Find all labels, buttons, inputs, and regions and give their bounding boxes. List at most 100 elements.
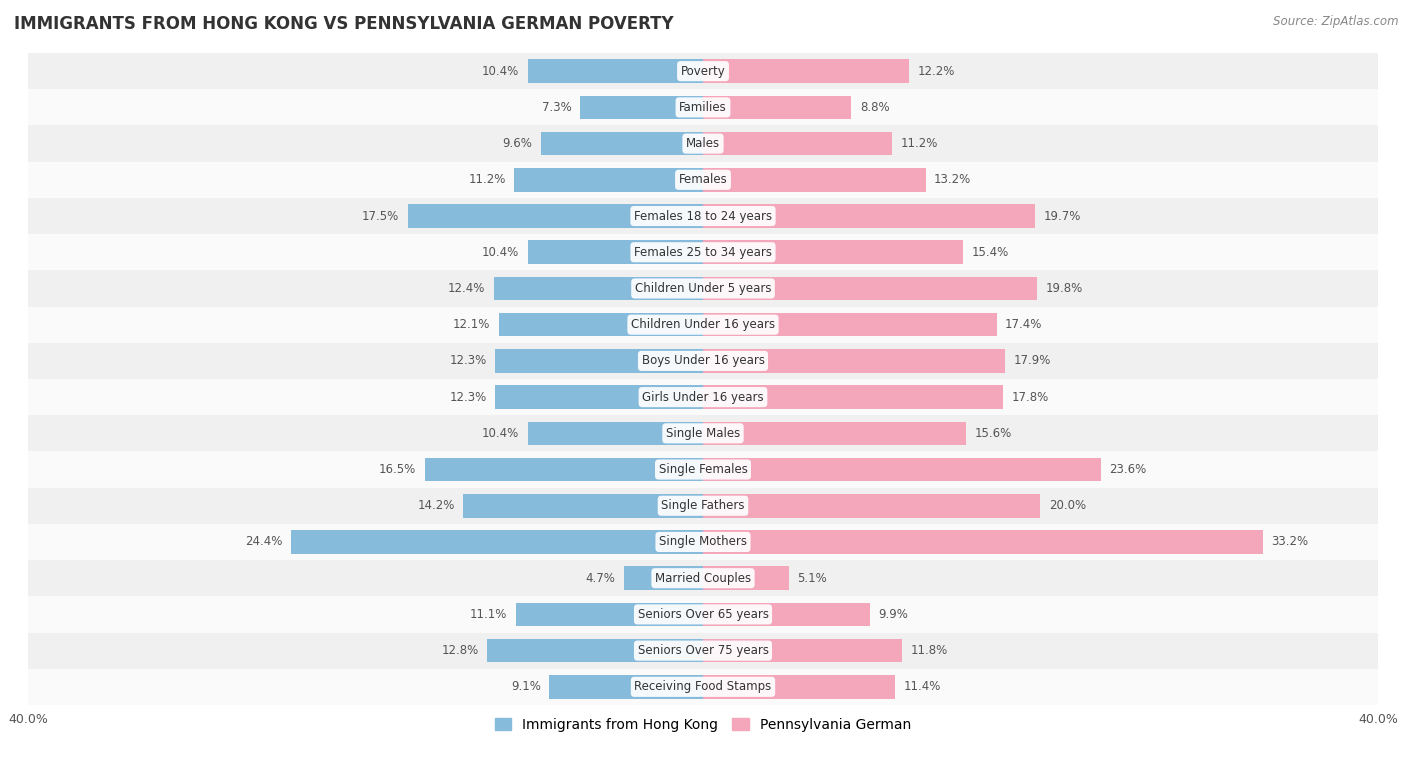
Bar: [703, 603, 870, 626]
Text: 9.9%: 9.9%: [879, 608, 908, 621]
Bar: [28, 53, 1378, 89]
Text: Girls Under 16 years: Girls Under 16 years: [643, 390, 763, 403]
Bar: [703, 240, 963, 264]
Text: 16.5%: 16.5%: [380, 463, 416, 476]
Text: Females 18 to 24 years: Females 18 to 24 years: [634, 209, 772, 223]
Text: 14.2%: 14.2%: [418, 500, 456, 512]
Text: 12.3%: 12.3%: [450, 390, 486, 403]
Text: 9.6%: 9.6%: [503, 137, 533, 150]
Legend: Immigrants from Hong Kong, Pennsylvania German: Immigrants from Hong Kong, Pennsylvania …: [489, 712, 917, 737]
Text: Single Females: Single Females: [658, 463, 748, 476]
Text: 12.8%: 12.8%: [441, 644, 478, 657]
Text: 17.4%: 17.4%: [1005, 318, 1042, 331]
Bar: [703, 349, 1005, 373]
Bar: [408, 204, 703, 228]
Bar: [703, 494, 1040, 518]
Text: 9.1%: 9.1%: [512, 681, 541, 694]
Bar: [541, 132, 703, 155]
Bar: [28, 415, 1378, 452]
Bar: [527, 59, 703, 83]
Bar: [28, 126, 1378, 161]
Text: 17.9%: 17.9%: [1014, 355, 1050, 368]
Text: 11.1%: 11.1%: [470, 608, 508, 621]
Text: Single Fathers: Single Fathers: [661, 500, 745, 512]
Text: 33.2%: 33.2%: [1271, 535, 1309, 549]
Text: Seniors Over 65 years: Seniors Over 65 years: [637, 608, 769, 621]
Text: 11.2%: 11.2%: [468, 174, 506, 186]
Text: Receiving Food Stamps: Receiving Food Stamps: [634, 681, 772, 694]
Text: 4.7%: 4.7%: [585, 572, 616, 584]
Bar: [703, 168, 925, 192]
Bar: [495, 385, 703, 409]
Bar: [527, 421, 703, 445]
Text: 11.8%: 11.8%: [911, 644, 948, 657]
Text: Poverty: Poverty: [681, 64, 725, 77]
Bar: [499, 313, 703, 337]
Bar: [703, 566, 789, 590]
Text: 15.4%: 15.4%: [972, 246, 1008, 258]
Text: 17.5%: 17.5%: [363, 209, 399, 223]
Bar: [28, 198, 1378, 234]
Bar: [515, 168, 703, 192]
Bar: [494, 277, 703, 300]
Bar: [579, 96, 703, 119]
Bar: [624, 566, 703, 590]
Bar: [703, 277, 1038, 300]
Bar: [28, 343, 1378, 379]
Text: 10.4%: 10.4%: [482, 427, 519, 440]
Bar: [703, 639, 903, 662]
Bar: [28, 597, 1378, 632]
Bar: [28, 234, 1378, 271]
Bar: [703, 458, 1101, 481]
Text: 11.4%: 11.4%: [904, 681, 941, 694]
Text: Single Mothers: Single Mothers: [659, 535, 747, 549]
Bar: [703, 313, 997, 337]
Bar: [425, 458, 703, 481]
Bar: [703, 675, 896, 699]
Text: Seniors Over 75 years: Seniors Over 75 years: [637, 644, 769, 657]
Bar: [703, 530, 1263, 554]
Bar: [28, 452, 1378, 487]
Text: 7.3%: 7.3%: [541, 101, 571, 114]
Bar: [28, 271, 1378, 306]
Text: 12.3%: 12.3%: [450, 355, 486, 368]
Bar: [464, 494, 703, 518]
Bar: [28, 632, 1378, 669]
Text: Single Males: Single Males: [666, 427, 740, 440]
Text: Females: Females: [679, 174, 727, 186]
Text: 12.1%: 12.1%: [453, 318, 491, 331]
Text: 5.1%: 5.1%: [797, 572, 827, 584]
Bar: [527, 240, 703, 264]
Text: 11.2%: 11.2%: [900, 137, 938, 150]
Text: 12.4%: 12.4%: [449, 282, 485, 295]
Text: 12.2%: 12.2%: [917, 64, 955, 77]
Text: Children Under 16 years: Children Under 16 years: [631, 318, 775, 331]
Text: IMMIGRANTS FROM HONG KONG VS PENNSYLVANIA GERMAN POVERTY: IMMIGRANTS FROM HONG KONG VS PENNSYLVANI…: [14, 15, 673, 33]
Text: Boys Under 16 years: Boys Under 16 years: [641, 355, 765, 368]
Bar: [703, 96, 852, 119]
Text: Children Under 5 years: Children Under 5 years: [634, 282, 772, 295]
Bar: [495, 349, 703, 373]
Text: 20.0%: 20.0%: [1049, 500, 1085, 512]
Bar: [703, 204, 1035, 228]
Bar: [28, 379, 1378, 415]
Text: 10.4%: 10.4%: [482, 246, 519, 258]
Bar: [486, 639, 703, 662]
Bar: [28, 487, 1378, 524]
Text: 13.2%: 13.2%: [934, 174, 972, 186]
Bar: [550, 675, 703, 699]
Bar: [28, 89, 1378, 126]
Bar: [28, 524, 1378, 560]
Bar: [291, 530, 703, 554]
Bar: [703, 385, 1004, 409]
Bar: [28, 306, 1378, 343]
Text: Families: Families: [679, 101, 727, 114]
Text: Females 25 to 34 years: Females 25 to 34 years: [634, 246, 772, 258]
Bar: [516, 603, 703, 626]
Text: 17.8%: 17.8%: [1012, 390, 1049, 403]
Text: 23.6%: 23.6%: [1109, 463, 1147, 476]
Bar: [28, 669, 1378, 705]
Text: Married Couples: Married Couples: [655, 572, 751, 584]
Text: 8.8%: 8.8%: [860, 101, 890, 114]
Text: Males: Males: [686, 137, 720, 150]
